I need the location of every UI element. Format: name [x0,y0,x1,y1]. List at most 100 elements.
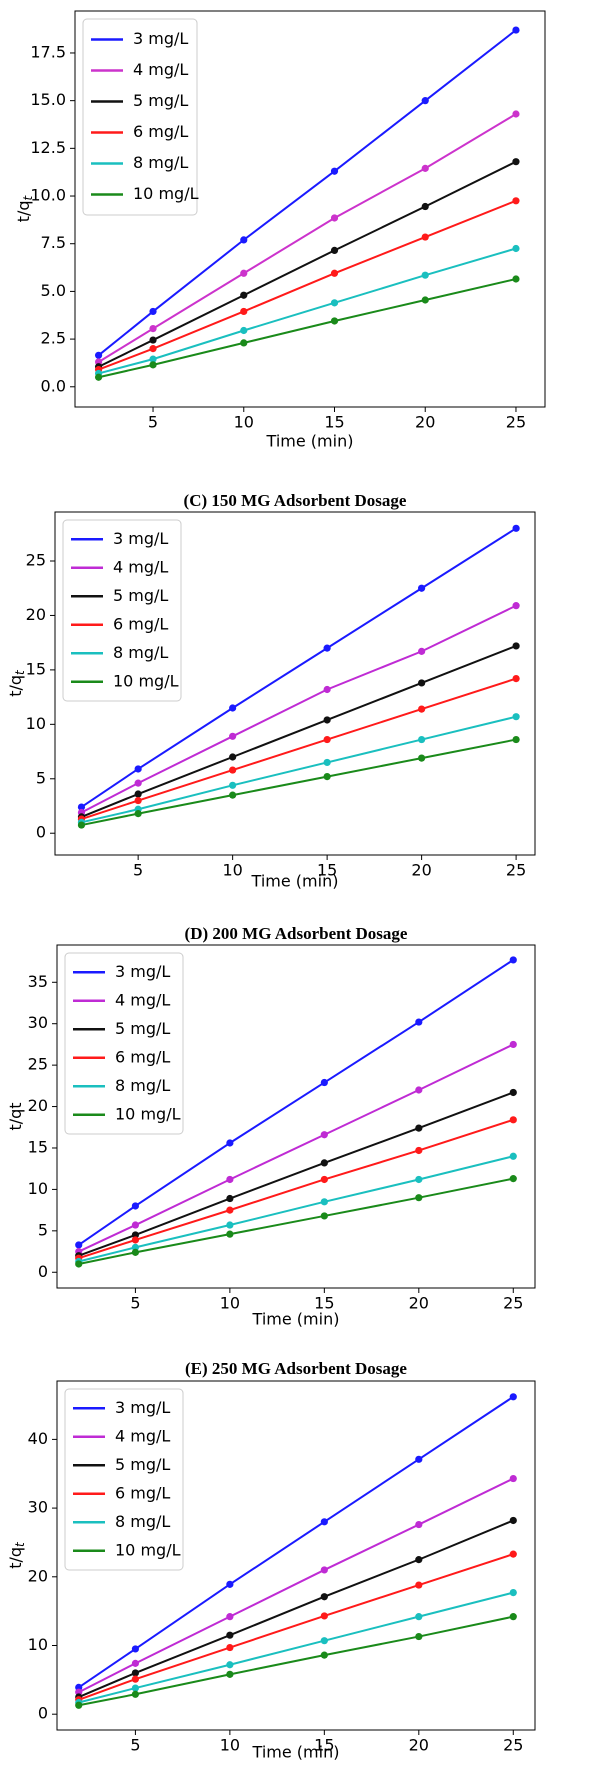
data-point [77,821,86,829]
x-axis-label: Time (min) [252,1310,340,1329]
data-point [226,1221,234,1229]
data-point [509,1175,517,1183]
series-line [80,527,517,808]
data-point [415,1520,423,1529]
legend-box [62,519,182,702]
series-line [78,959,514,1246]
data-point [240,236,248,244]
data-point [512,713,520,721]
x-tick-label: 10 [220,1294,240,1313]
series-line [78,1177,514,1265]
data-point [229,766,237,774]
data-point [415,1613,423,1621]
x-tick-label: 5 [133,861,143,880]
data-point [226,1206,234,1214]
data-point [415,1175,423,1184]
data-point [418,735,426,744]
x-tick-label: 10 [222,861,242,880]
legend-label: 10 mg/L [113,671,179,690]
data-point [421,202,429,211]
legend-label: 10 mg/L [115,1104,181,1123]
data-point [509,1588,517,1597]
legend-label: 6 mg/L [133,122,188,141]
data-point [77,803,86,811]
y-tick-label: 30 [28,1013,48,1032]
data-point [509,1393,517,1401]
data-point [415,1556,423,1564]
series-line [78,1477,514,1694]
data-point [226,1139,234,1147]
data-point [330,167,339,175]
data-point [323,735,331,744]
y-axis-label-main: t/q [6,675,25,697]
chart-title: (C) 150 MG Adsorbent Dosage [184,491,407,510]
series-line [78,1043,514,1253]
y-tick-label: 17.5 [30,42,66,61]
data-point [509,1474,517,1483]
y-tick-label: 20 [28,1566,48,1585]
y-axis-label-main: t/qt [6,1102,25,1130]
plot-frame [56,944,536,1289]
data-point [509,1116,517,1124]
data-point [240,291,248,299]
data-point [415,1124,423,1132]
data-point [320,1566,328,1574]
x-tick-label: 10 [220,1736,240,1755]
data-point [320,1518,328,1526]
series-line [98,113,517,363]
data-point [226,1661,234,1669]
data-point [509,1613,517,1621]
x-tick-label: 20 [409,1736,429,1755]
data-point [240,307,248,316]
data-point [415,1632,423,1641]
data-point [415,1146,423,1155]
legend-label: 8 mg/L [133,153,188,172]
series-line [98,160,517,368]
y-tick-label: 25 [26,551,46,570]
data-point [131,1690,140,1698]
data-point [226,1643,234,1652]
data-point [320,1175,328,1184]
legend-label: 5 mg/L [115,1455,170,1474]
x-tick-label: 25 [506,413,526,432]
y-tick-label: 20 [26,605,46,624]
y-tick-label: 35 [28,972,48,991]
series-line [78,1395,514,1689]
data-point [131,1243,140,1252]
legend-box [64,1388,184,1571]
data-point [131,1202,140,1210]
data-point [226,1613,234,1621]
legend-label: 4 mg/L [133,60,188,79]
x-tick-label: 10 [234,413,254,432]
y-tick-label: 40 [28,1429,48,1448]
data-point [320,1651,328,1659]
data-point [512,197,520,205]
y-tick-label: 5 [38,1220,48,1239]
data-point [226,1580,234,1588]
series-line [78,1118,514,1260]
data-point [240,326,248,335]
legend-label: 8 mg/L [113,643,168,662]
y-tick-label: 0 [38,1262,48,1281]
chart: (E) 250 MG Adsorbent Dosage 5 10 15 20 25 0 10 2… [6,1359,536,1762]
y-axis-label-subscript: t [13,669,27,675]
y-axis-label-subscript: t [13,1541,27,1547]
data-point [229,753,237,761]
y-axis-label: t/qt [14,194,35,222]
series-line [98,278,517,379]
legend-label: 4 mg/L [115,990,170,1009]
y-tick-label: 15.0 [30,90,66,109]
y-axis-label-main: t/q [14,200,33,222]
plot-frame [74,10,546,408]
x-tick-label: 5 [130,1294,140,1313]
data-point [226,1230,234,1238]
x-tick-label: 15 [324,413,344,432]
y-axis-label-main: t/q [6,1547,25,1569]
data-point [131,1645,140,1653]
legend-label: 3 mg/L [115,1398,170,1417]
data-point [323,685,331,694]
data-point [131,1669,140,1677]
data-point [512,275,520,283]
data-point [509,1088,517,1097]
data-point [149,361,157,369]
